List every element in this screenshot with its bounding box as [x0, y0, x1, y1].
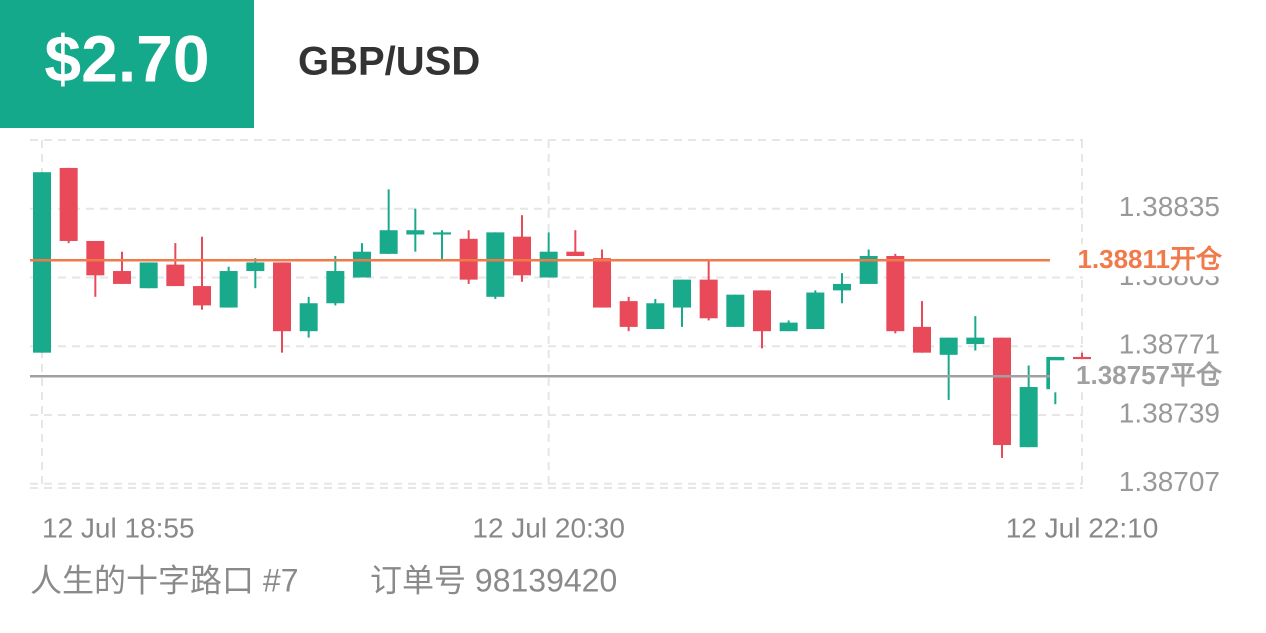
candle-body: [193, 286, 211, 306]
candle-body: [59, 167, 78, 241]
candle-body: [699, 279, 718, 319]
candle-body: [673, 279, 691, 308]
candle-body: [326, 271, 345, 304]
candle-body: [779, 322, 798, 332]
reference-label-bg: [1050, 244, 1225, 277]
footer-order: 订单号 98139420: [370, 562, 617, 598]
reference-label-bg: [1050, 360, 1225, 393]
symbol: GBP/USD: [298, 40, 480, 84]
candle-body: [753, 290, 771, 332]
candle-body: [166, 264, 185, 287]
candle-body: [299, 303, 318, 332]
candle-body: [379, 230, 398, 254]
candle-body: [33, 172, 51, 353]
candle-body: [939, 337, 958, 355]
candle-body: [539, 251, 558, 278]
candle-body: [113, 271, 131, 284]
x-tick-label: 12 Jul 22:10: [1006, 512, 1159, 543]
price: $2.70: [44, 21, 209, 95]
candle-body: [219, 271, 238, 308]
y-tick-label: 1.38739: [1119, 397, 1220, 428]
candle-body: [593, 258, 611, 308]
candle-body: [993, 337, 1011, 446]
candle-body: [646, 303, 665, 330]
candle-body: [353, 251, 371, 278]
candle-body: [433, 232, 451, 235]
candle-body: [966, 337, 985, 345]
candle-body: [246, 262, 265, 272]
candle-body: [486, 232, 505, 297]
candle-body: [513, 236, 531, 276]
candle-body: [886, 256, 905, 332]
candle-body: [913, 326, 931, 353]
price-badge: [0, 0, 254, 128]
reference-label: 1.38757平仓: [1076, 360, 1223, 390]
footer-name: 人生的十字路口 #7: [30, 562, 299, 598]
x-tick-label: 12 Jul 20:30: [472, 512, 625, 543]
candle-body: [859, 256, 878, 284]
candle-body: [273, 262, 291, 332]
candle-body: [1073, 356, 1091, 360]
candle-body: [406, 230, 425, 235]
candle-body: [619, 301, 638, 327]
candle-body: [1019, 387, 1038, 448]
candle-body: [833, 283, 851, 291]
candle-body: [806, 292, 825, 330]
y-tick-label: 1.38707: [1119, 466, 1220, 497]
reference-label: 1.38811开仓: [1077, 244, 1223, 274]
x-tick-label: 12 Jul 18:55: [42, 512, 195, 543]
candle-body: [139, 262, 158, 289]
y-tick-label: 1.38835: [1119, 191, 1220, 222]
y-tick-label: 1.38771: [1119, 329, 1220, 360]
candle-body: [726, 294, 745, 327]
candle-body: [86, 240, 105, 276]
candle-body: [566, 251, 585, 256]
